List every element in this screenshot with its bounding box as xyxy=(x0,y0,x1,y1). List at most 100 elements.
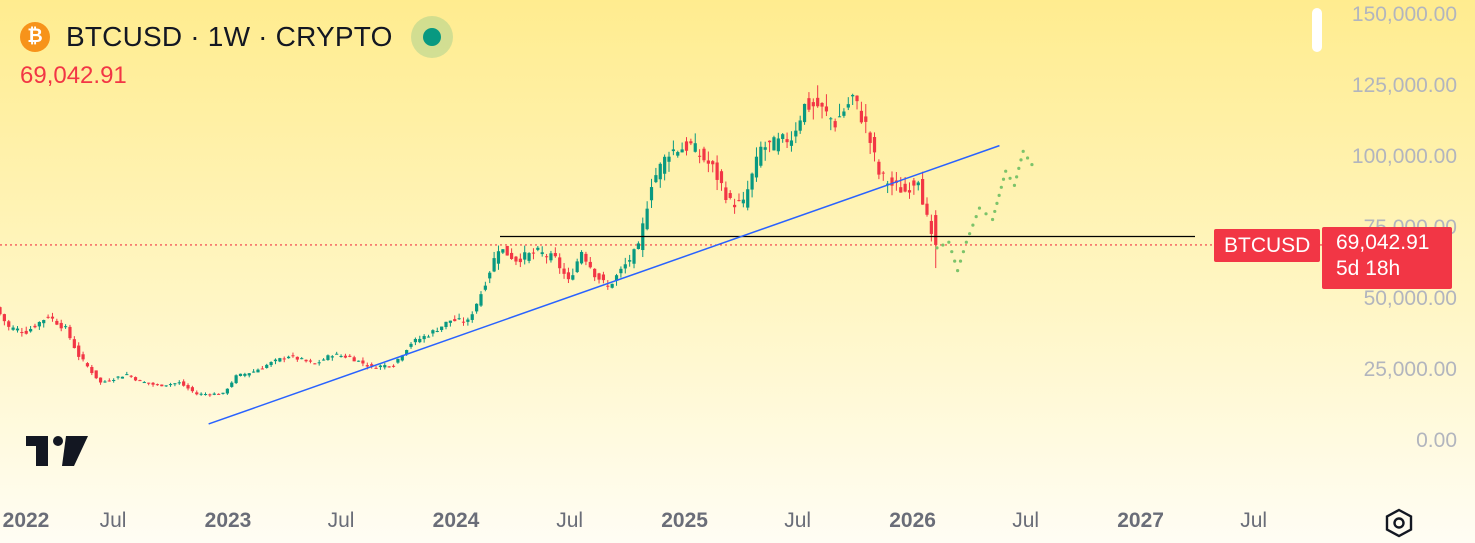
candle-body xyxy=(173,383,177,385)
candle-body xyxy=(794,130,798,137)
scroll-handle[interactable] xyxy=(1312,8,1322,52)
candle xyxy=(816,85,820,108)
candle-body xyxy=(527,253,531,261)
tradingview-logo-icon[interactable] xyxy=(26,436,88,471)
candle-body xyxy=(195,392,199,395)
candle-body xyxy=(610,283,614,288)
candle-body xyxy=(11,327,15,330)
candle xyxy=(273,358,278,365)
candle-body xyxy=(335,353,339,355)
candle-body xyxy=(667,156,671,162)
candle-body xyxy=(221,392,225,394)
projection-dot xyxy=(990,217,995,222)
candle-body xyxy=(649,187,654,201)
candle xyxy=(343,353,348,359)
market-status-icon[interactable] xyxy=(410,16,453,58)
candle-body xyxy=(234,375,238,384)
time-axis-tick: 2024 xyxy=(432,509,480,532)
candle-body xyxy=(763,147,767,150)
candle xyxy=(798,115,802,134)
projection-dot xyxy=(950,250,954,254)
symbol-title[interactable]: BTCUSD · 1W · CRYPTO xyxy=(66,21,393,52)
time-axis-tick: 2027 xyxy=(1117,509,1164,532)
projection-dot xyxy=(1015,175,1019,179)
candle-body xyxy=(689,141,693,144)
candle xyxy=(457,313,461,320)
candle xyxy=(177,380,181,385)
candle-body xyxy=(457,318,461,320)
header-last-price: 69,042.91 xyxy=(20,62,127,89)
candle xyxy=(632,248,636,269)
candle-body xyxy=(846,104,850,108)
candle-body xyxy=(129,375,133,377)
candle-body xyxy=(24,330,28,334)
projection-dot xyxy=(974,215,978,219)
candle-body xyxy=(142,382,146,384)
candle xyxy=(772,135,776,151)
time-axis-tick: 2022 xyxy=(2,509,50,532)
candle xyxy=(553,247,557,258)
candle xyxy=(15,326,20,333)
candle-body xyxy=(488,272,492,279)
price-axis-tick: 0.00 xyxy=(1416,429,1457,452)
price-axis-tick: 125,000.00 xyxy=(1351,74,1457,97)
candle-body xyxy=(588,261,592,268)
candle xyxy=(431,329,435,337)
projection-dot xyxy=(993,209,997,214)
candle xyxy=(63,324,68,329)
time-axis-tick: Jul xyxy=(1012,509,1040,532)
candle xyxy=(549,250,553,263)
candle xyxy=(737,193,741,202)
candle xyxy=(195,390,199,396)
candle-body xyxy=(680,149,684,153)
candle xyxy=(588,256,592,269)
candle xyxy=(335,351,339,355)
projection-dot xyxy=(1025,156,1030,160)
candle-body xyxy=(147,382,151,384)
candle xyxy=(291,352,295,358)
market-open-dot xyxy=(422,28,441,46)
candle xyxy=(326,354,330,361)
candle-body xyxy=(330,356,334,358)
candle xyxy=(479,291,483,307)
candle xyxy=(352,355,356,362)
candle xyxy=(886,180,890,194)
candle xyxy=(90,364,94,376)
candle-body xyxy=(505,245,509,256)
candle xyxy=(238,373,243,377)
candle xyxy=(269,361,273,367)
candle-body xyxy=(632,249,636,264)
candle-body xyxy=(802,103,807,123)
candle xyxy=(339,354,343,358)
candle-body xyxy=(671,149,675,152)
candle-body xyxy=(536,247,540,250)
candle-body xyxy=(252,371,256,373)
candle xyxy=(750,172,754,198)
candle xyxy=(706,151,710,173)
candle-body xyxy=(824,106,829,112)
candle-body xyxy=(370,364,374,366)
candle-body xyxy=(479,294,483,306)
candle xyxy=(33,323,37,329)
candle-body xyxy=(514,256,518,262)
candle xyxy=(68,324,72,340)
candle-body xyxy=(934,215,938,245)
candle-body xyxy=(151,382,155,385)
candle-body xyxy=(125,374,129,376)
candle xyxy=(514,255,518,266)
candle-body xyxy=(107,380,111,382)
candle-body xyxy=(273,359,278,362)
candle-body xyxy=(321,359,326,361)
candle xyxy=(356,360,361,362)
settings-hexagon-icon[interactable] xyxy=(1384,508,1414,543)
candle-body xyxy=(418,338,422,343)
candle-body xyxy=(466,319,470,322)
candle xyxy=(391,364,396,368)
candle-body xyxy=(925,203,929,215)
candle xyxy=(663,154,667,181)
projection-dot xyxy=(1030,162,1034,167)
candle-body xyxy=(518,258,522,263)
candle-body xyxy=(138,380,142,382)
candle xyxy=(824,94,829,117)
